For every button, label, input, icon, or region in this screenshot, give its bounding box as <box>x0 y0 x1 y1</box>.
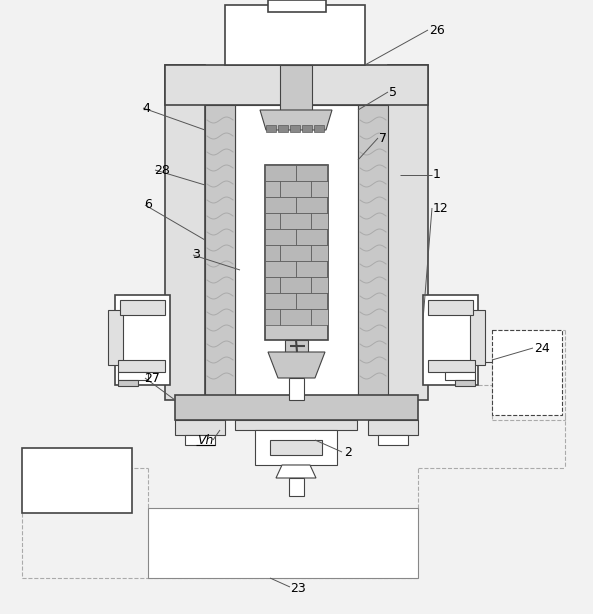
Bar <box>280 213 311 229</box>
Text: Vh: Vh <box>197 433 213 446</box>
Bar <box>302 125 312 132</box>
Bar <box>278 125 288 132</box>
Bar <box>265 213 280 229</box>
Bar <box>289 378 304 400</box>
Bar <box>280 277 311 293</box>
Bar <box>296 197 327 213</box>
Bar <box>280 181 311 197</box>
Text: 27: 27 <box>144 371 160 384</box>
Text: 1: 1 <box>433 168 441 182</box>
Polygon shape <box>268 352 325 378</box>
Text: 2: 2 <box>344 446 352 459</box>
Bar <box>165 65 428 105</box>
Bar <box>327 293 328 309</box>
Bar <box>108 310 123 365</box>
Bar <box>265 309 280 325</box>
Bar <box>120 300 165 315</box>
Bar <box>455 380 475 386</box>
Bar <box>311 245 328 261</box>
Bar <box>296 293 327 309</box>
Bar <box>492 330 562 415</box>
Bar <box>268 0 326 12</box>
Bar <box>265 165 296 181</box>
Bar <box>265 277 280 293</box>
Bar <box>470 310 485 365</box>
Bar <box>265 197 296 213</box>
Text: 24: 24 <box>534 341 550 354</box>
Polygon shape <box>260 110 332 130</box>
Bar <box>327 261 328 277</box>
Text: 23: 23 <box>290 581 306 594</box>
Bar <box>235 420 357 430</box>
Bar <box>327 229 328 245</box>
Bar <box>311 213 328 229</box>
Text: 4: 4 <box>142 101 150 114</box>
Bar <box>327 197 328 213</box>
Bar <box>445 372 475 380</box>
Bar <box>118 360 165 372</box>
Text: 3: 3 <box>192 249 200 262</box>
Bar <box>327 165 328 181</box>
Bar <box>314 125 324 132</box>
Bar <box>265 165 328 340</box>
Bar <box>311 181 328 197</box>
Bar <box>358 105 388 400</box>
Bar <box>265 245 280 261</box>
Bar <box>118 372 148 380</box>
Text: 26: 26 <box>429 23 445 36</box>
Bar <box>185 435 215 445</box>
Bar <box>265 261 296 277</box>
Bar <box>285 340 308 352</box>
Bar <box>205 105 235 400</box>
Text: 12: 12 <box>433 201 449 214</box>
Bar <box>266 125 276 132</box>
Bar <box>296 261 327 277</box>
Bar <box>289 478 304 496</box>
Bar <box>428 300 473 315</box>
Bar <box>368 420 418 435</box>
Bar <box>175 395 418 420</box>
Bar <box>265 181 280 197</box>
Bar <box>280 309 311 325</box>
Bar <box>265 293 296 309</box>
Bar <box>388 65 428 400</box>
Bar <box>311 277 328 293</box>
Text: 28: 28 <box>154 163 170 176</box>
Bar <box>235 105 358 400</box>
Bar <box>270 440 322 455</box>
Bar <box>225 5 365 65</box>
Bar <box>423 295 478 385</box>
Bar <box>115 295 170 385</box>
Text: 6: 6 <box>144 198 152 211</box>
Bar <box>265 229 296 245</box>
Bar <box>280 65 312 110</box>
Polygon shape <box>276 465 316 478</box>
Bar <box>311 309 328 325</box>
Bar <box>296 165 327 181</box>
Bar <box>280 245 311 261</box>
Bar <box>255 430 337 465</box>
Bar <box>428 360 475 372</box>
Bar <box>296 229 327 245</box>
Bar <box>22 448 132 513</box>
Bar <box>118 380 138 386</box>
Bar <box>148 508 418 578</box>
Bar <box>175 420 225 435</box>
Bar <box>165 65 205 400</box>
Bar <box>378 435 408 445</box>
Bar <box>290 125 300 132</box>
Text: 7: 7 <box>379 131 387 144</box>
Text: 5: 5 <box>389 85 397 98</box>
